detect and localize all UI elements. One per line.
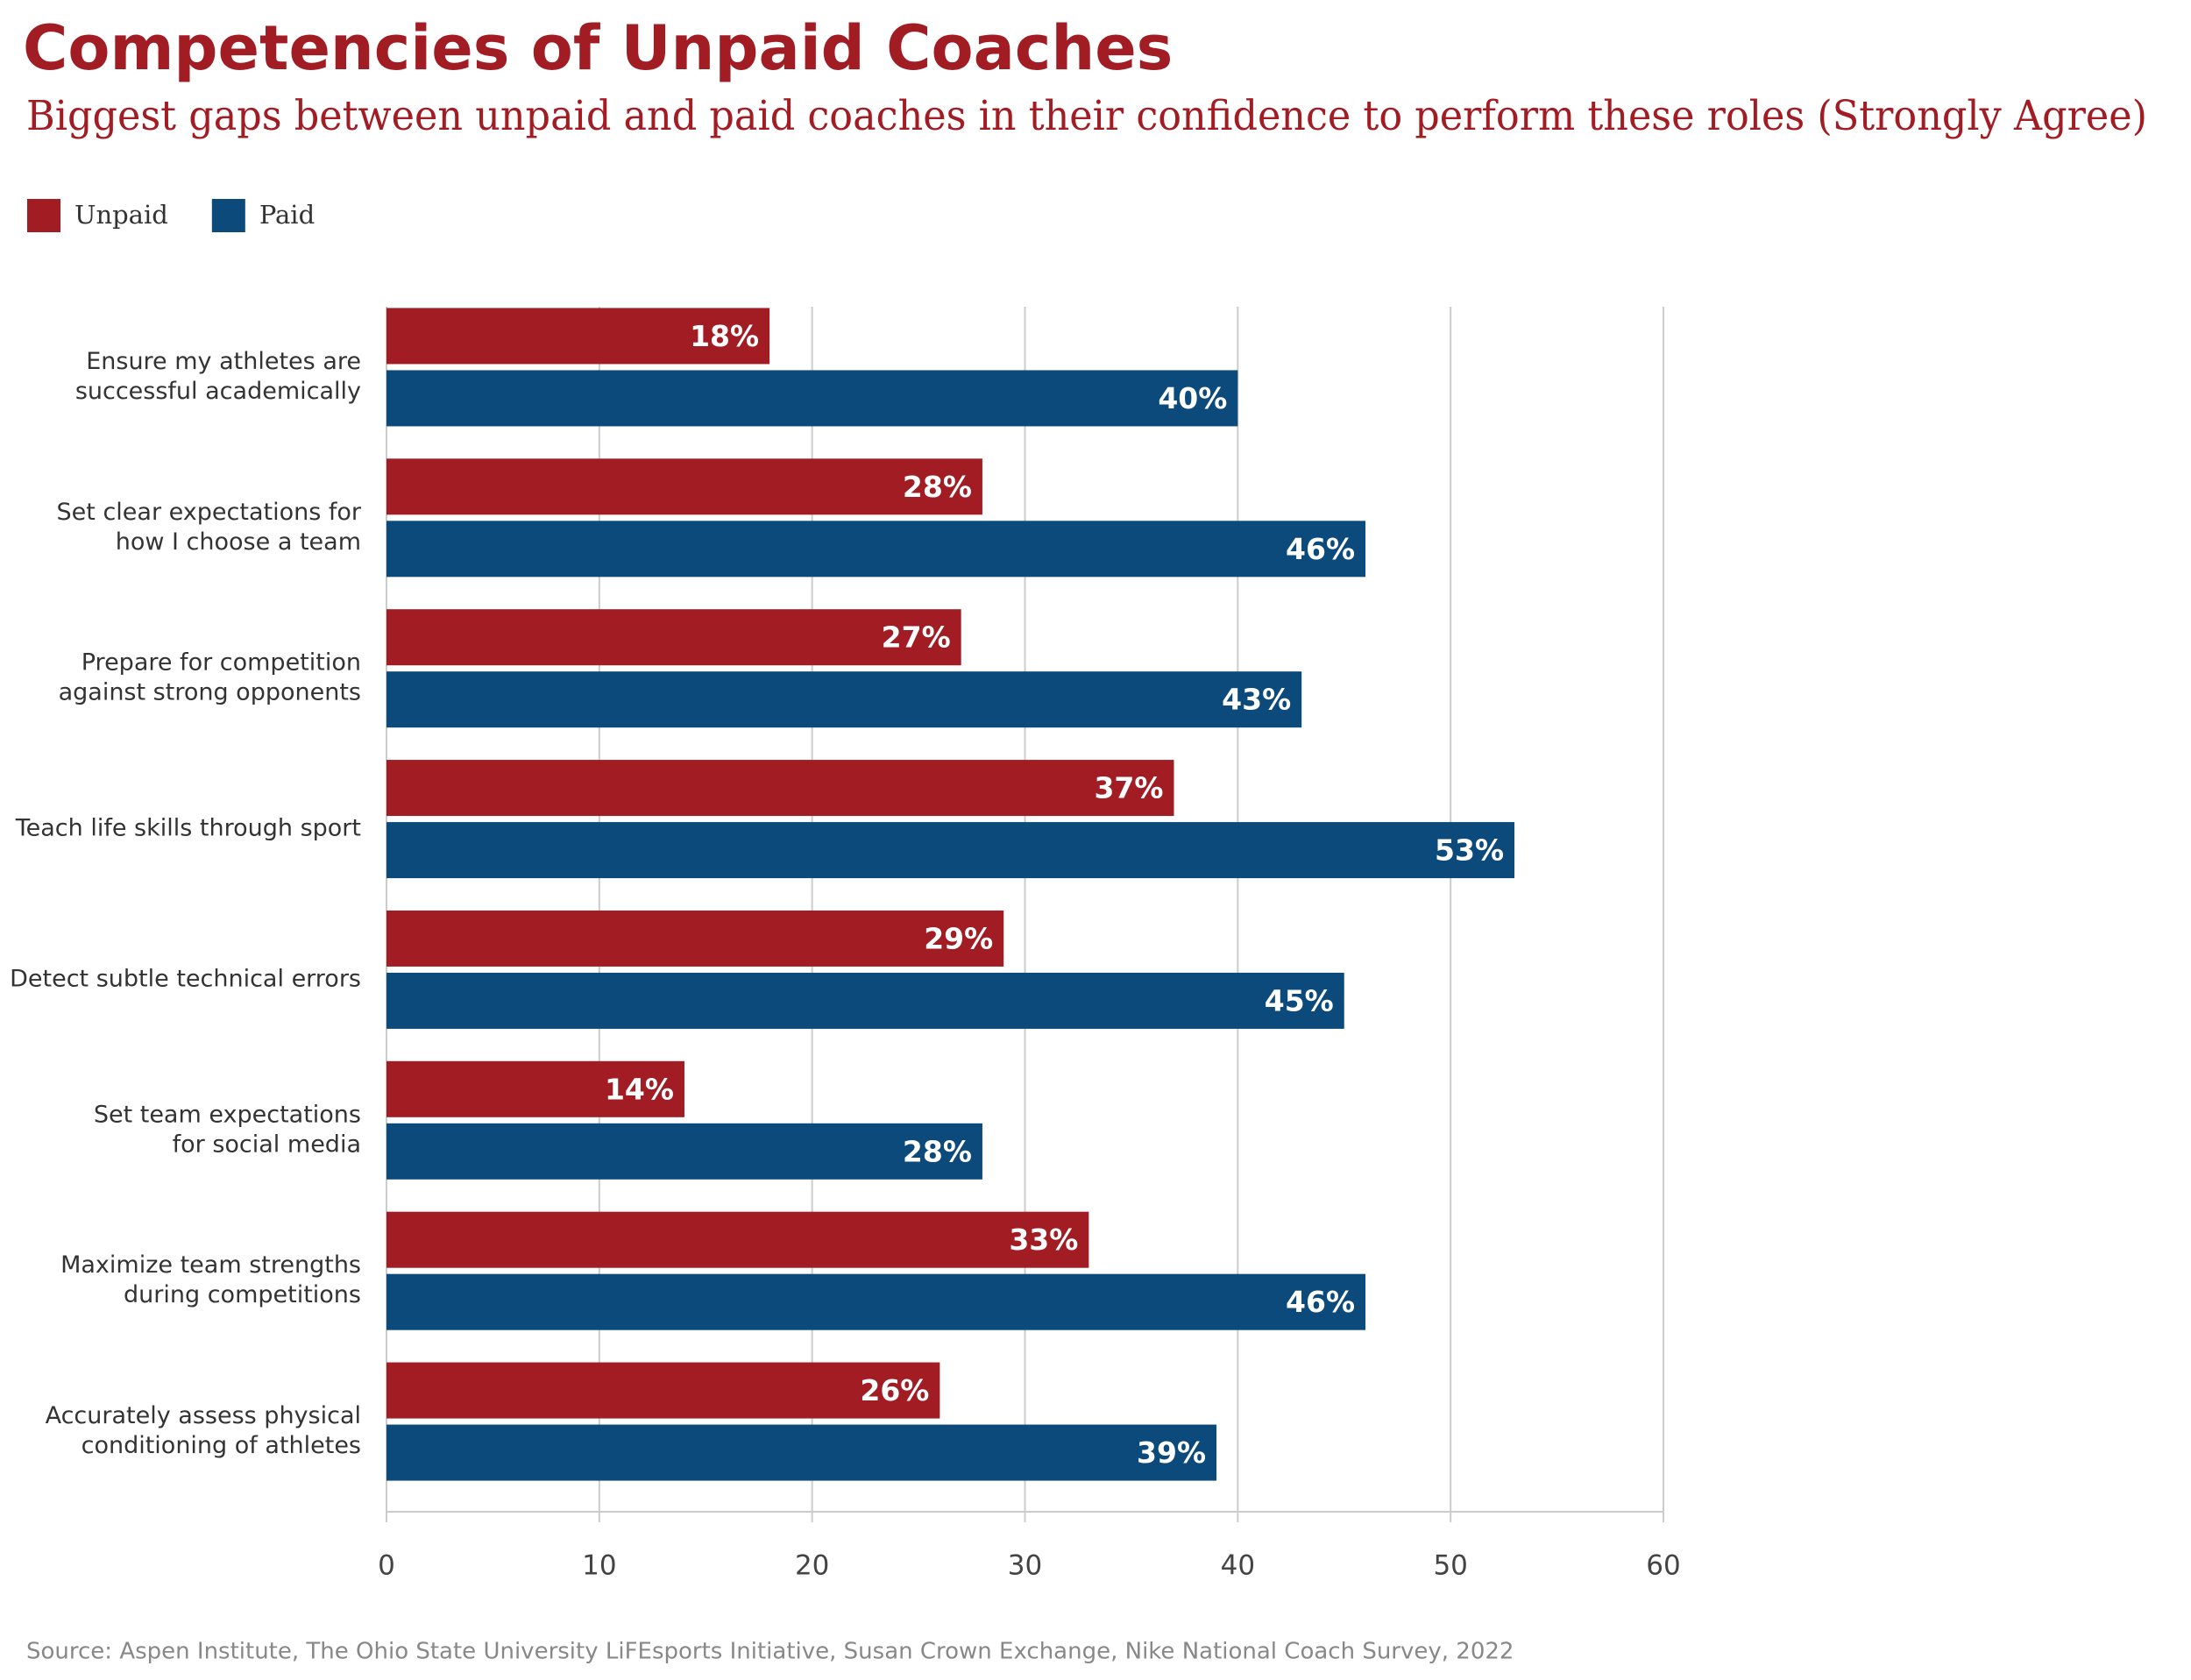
value-label: 33%: [1009, 1223, 1078, 1257]
x-tick-label: 10: [582, 1550, 616, 1582]
bar: [386, 910, 1004, 967]
value-label: 26%: [860, 1373, 929, 1407]
value-label: 28%: [903, 470, 972, 504]
value-label: 27%: [882, 620, 951, 655]
category-label: Detect subtle technical errors: [10, 965, 361, 992]
bar: [386, 1123, 982, 1180]
x-tick-label: 60: [1646, 1550, 1680, 1582]
value-label: 39%: [1137, 1435, 1206, 1470]
bar: [386, 972, 1344, 1029]
value-label: 45%: [1265, 983, 1334, 1017]
bar: [386, 370, 1238, 427]
bar: [386, 671, 1302, 728]
bar: [386, 521, 1366, 578]
bar: [386, 760, 1174, 817]
value-label: 46%: [1286, 532, 1355, 566]
value-label: 53%: [1435, 833, 1504, 868]
bar: [386, 1211, 1089, 1268]
bar: [386, 1362, 940, 1419]
category-label: Accurately assess physical conditioning o…: [46, 1402, 361, 1459]
value-label: 43%: [1222, 683, 1291, 717]
chart-subtitle: Biggest gaps between unpaid and paid coa…: [26, 92, 2147, 140]
bar: [386, 1060, 684, 1117]
value-label: 14%: [605, 1072, 674, 1106]
bar: [386, 822, 1515, 879]
source-note: Source: Aspen Institute, The Ohio State …: [26, 1639, 1514, 1665]
value-label: 37%: [1094, 771, 1163, 805]
legend-swatch: [27, 199, 60, 232]
x-tick-label: 50: [1433, 1550, 1467, 1582]
category-label: Prepare for competition against strong op…: [59, 649, 361, 705]
value-label: 46%: [1286, 1285, 1355, 1319]
legend-swatch: [211, 199, 245, 232]
x-tick-label: 20: [795, 1550, 829, 1582]
value-label: 28%: [903, 1134, 972, 1168]
value-label: 40%: [1158, 381, 1227, 415]
bar: [386, 609, 961, 666]
chart-title: Competencies of Unpaid Coaches: [23, 12, 1173, 84]
value-label: 18%: [690, 319, 759, 353]
category-label: Maximize team strengths during competitio…: [60, 1251, 361, 1308]
category-label: Ensure my athletes are successful academi…: [75, 347, 361, 404]
category-label: Set clear expectations for how I choose a…: [57, 498, 362, 555]
x-tick-label: 30: [1008, 1550, 1042, 1582]
category-label: Teach life skills through sport: [15, 814, 361, 841]
value-label: 29%: [924, 921, 993, 955]
x-tick-label: 0: [378, 1550, 395, 1582]
legend-label: Unpaid: [74, 200, 168, 230]
bar: [386, 1273, 1366, 1330]
x-tick-label: 40: [1221, 1550, 1255, 1582]
bar: [386, 458, 982, 515]
category-label: Set team expectations for social media: [94, 1101, 361, 1158]
legend-label: Paid: [259, 200, 315, 230]
bar: [386, 308, 770, 365]
bar: [386, 1424, 1217, 1481]
